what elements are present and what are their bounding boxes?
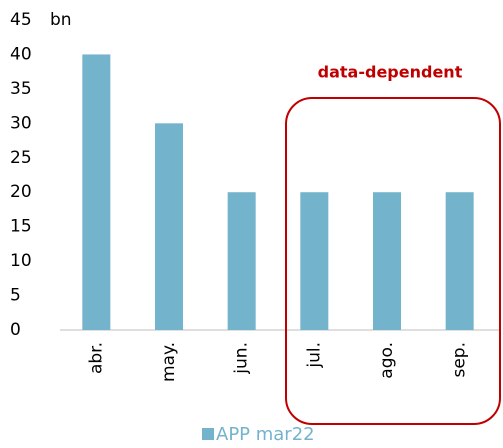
y-tick-label: 0 [10,320,21,340]
x-tick-label: sep. [450,342,470,378]
bar [300,192,329,330]
bar [227,192,256,330]
x-tick-label: jul. [304,342,324,369]
legend-swatch [202,428,214,440]
y-tick-label: 45 [10,10,32,30]
legend-label: APP mar22 [216,424,315,445]
y-tick-label: 30 [10,113,32,133]
bar [373,192,401,330]
y-tick-label: 5 [10,286,21,306]
y-tick-label: 20 [10,182,32,202]
bar [155,123,183,330]
x-tick-label: ago. [377,342,397,379]
y-tick-label: 10 [10,251,32,271]
y-tick-label: 35 [10,79,32,99]
y-tick-label: 25 [10,148,32,168]
y-tick-label: 40 [10,44,32,64]
annotation: data-dependent [318,63,463,82]
annotation-box [285,97,501,425]
y-unit-label: bn [50,10,72,30]
x-tick-label: jun. [232,342,252,375]
y-tick-label: 15 [10,217,32,237]
bar [82,54,111,330]
x-tick-label: may. [159,342,179,382]
bar [445,192,474,330]
x-tick-label: abr. [86,342,106,374]
